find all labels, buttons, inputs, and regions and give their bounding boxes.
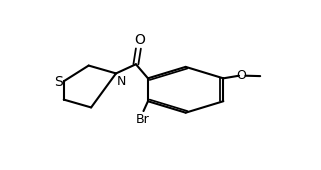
Text: S: S	[54, 75, 63, 89]
Text: Br: Br	[135, 113, 149, 126]
Text: N: N	[117, 75, 126, 88]
Text: O: O	[237, 69, 247, 82]
Text: O: O	[134, 33, 145, 47]
